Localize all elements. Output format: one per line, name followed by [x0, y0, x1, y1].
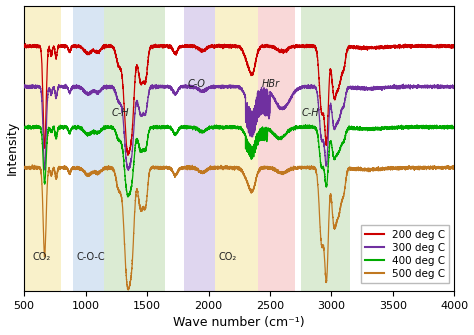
Legend: 200 deg C, 300 deg C, 400 deg C, 500 deg C: 200 deg C, 300 deg C, 400 deg C, 500 deg… [361, 225, 449, 283]
Text: C-H: C-H [302, 108, 319, 118]
X-axis label: Wave number (cm⁻¹): Wave number (cm⁻¹) [173, 317, 305, 329]
Y-axis label: Intensity: Intensity [6, 121, 18, 176]
Text: C-O: C-O [188, 79, 206, 89]
Bar [104, 6, 165, 291]
Bar [258, 6, 294, 291]
Bar [24, 6, 61, 291]
Text: CO₂: CO₂ [33, 252, 51, 262]
Bar [73, 6, 104, 291]
Bar [184, 6, 215, 291]
Text: C-H: C-H [111, 108, 129, 118]
Bar [215, 6, 258, 291]
Bar [301, 6, 350, 291]
Text: HBr: HBr [261, 79, 280, 89]
Text: C-O-C: C-O-C [77, 252, 106, 262]
Text: CO₂: CO₂ [219, 252, 237, 262]
